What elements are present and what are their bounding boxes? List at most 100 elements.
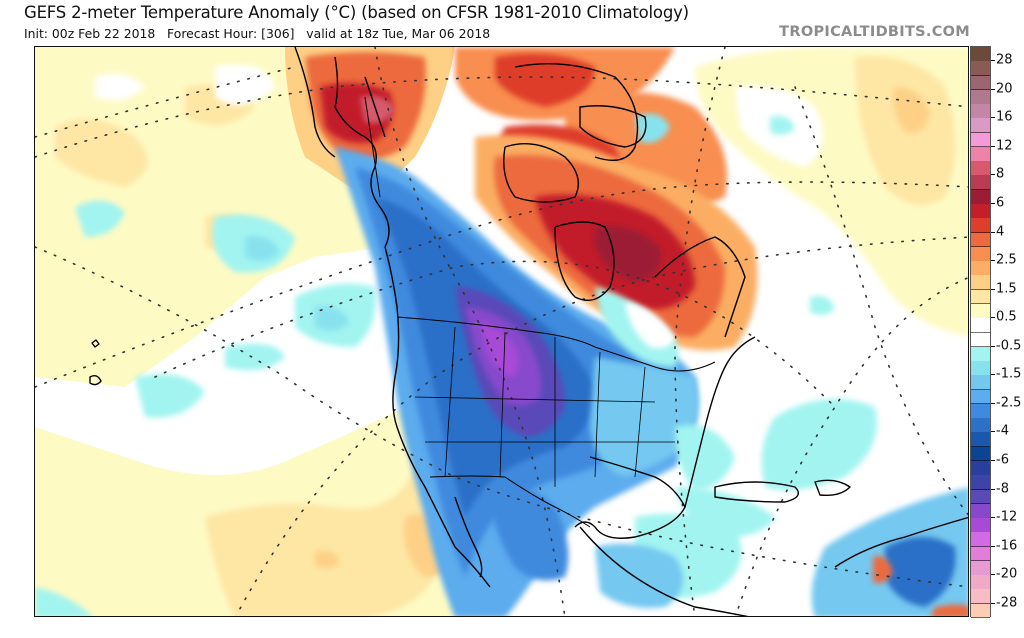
colorbar-label: -0.5 [996,338,1022,354]
anomaly-region-east-pacific-warm-3 [315,514,455,577]
colorbar-tick [991,602,995,604]
colorbar-label: 2.5 [996,252,1017,268]
colorbar-label: -8 [996,481,1009,497]
colorbar-tick [991,374,995,376]
colorbar-band [971,603,990,619]
colorbar-label: -4 [996,423,1009,439]
anomaly-region-quebec-core [595,226,661,282]
colorbar-band [971,375,990,391]
colorbar-band [971,232,990,248]
political-borders [364,96,716,528]
colorbar-band [971,118,990,134]
coastline-cuba [714,481,799,503]
coastline-baja [454,496,483,578]
colorbar-band [971,518,990,533]
border-us-mexico [429,475,591,528]
colorbar-tick [991,517,995,519]
colorbar-band [971,332,990,348]
colorbar-band [971,318,990,333]
colorbar-label: 1.5 [996,281,1017,297]
colorbar-label: 8 [996,166,1005,182]
colorbar-band [971,189,990,205]
coastline-arctic-islands [503,105,647,203]
colorbar-tick [991,431,995,433]
graticule [35,47,968,616]
colorbar-tick [991,174,995,176]
colorbar-label: 20 [996,81,1013,97]
colorbar-band [971,346,990,362]
colorbar-tick [991,574,995,576]
anomaly-region-eastern-us-cold [590,357,699,477]
colorbar-band [971,589,990,605]
colorbar-tick [991,117,995,119]
coastlines [89,47,968,616]
colorbar-band [971,432,990,448]
colorbar-tick [991,545,995,547]
graticule-lon-line [794,86,968,516]
colorbar-tick [991,317,995,319]
colorbar-band [971,75,990,91]
colorbar-band [971,289,990,305]
colorbar-band [971,132,990,148]
graticule-lon-line [734,276,968,616]
colorbar-tick [991,459,995,461]
colorbar-band [971,575,990,590]
colorbar-band [971,389,990,405]
colorbar-tick [991,260,995,262]
colorbar-band [971,532,990,548]
colorbar-label: 0.5 [996,309,1017,325]
colorbar-band [971,503,990,519]
anomaly-map-svg [35,47,968,616]
border-us-states [414,326,675,487]
anomaly-region-bering-warm-4 [360,95,395,124]
coastline-hawaii [89,339,102,386]
anomaly-region-plains-cold-center [480,322,519,377]
colorbar-band [971,104,990,119]
site-watermark: TROPICALTIDBITS.COM [779,24,970,40]
colorbar-tick [991,231,995,233]
coastline-east-us [684,336,756,508]
colorbar-label: -20 [996,566,1018,582]
colorbar-band [971,418,990,433]
colorbar-tick [991,203,995,205]
colorbar-label: 28 [996,52,1013,68]
colorbar-band [971,460,990,476]
anomaly-map [34,46,969,617]
colorbar-label: -6 [996,452,1009,468]
colorbar-tick [991,145,995,147]
colorbar-band [971,546,990,562]
colorbar [970,46,991,619]
coastline-pacific-northwest [384,246,491,588]
coastline-hudson-bay [554,221,615,301]
colorbar-band [971,489,990,505]
colorbar-label: -16 [996,538,1018,554]
colorbar-band [971,146,990,162]
colorbar-tick [991,288,995,290]
anomaly-region-pacific-warm-2 [55,84,275,251]
coastline-labrador [654,236,746,338]
colorbar-band [971,47,990,62]
anomaly-region-neutral-nw [95,64,275,105]
colorbar-band [971,560,990,576]
colorbar-band [971,475,990,491]
colorbar-band [971,61,990,77]
colorbar-label: -2.5 [996,395,1022,411]
colorbar-label: -12 [996,509,1018,525]
colorbar-label: 16 [996,109,1013,125]
border-alaska-canada [364,96,381,198]
anomaly-region-gulf-cool [675,399,877,492]
colorbar-band [971,446,990,462]
colorbar-tick [991,488,995,490]
anomaly-region-east-pacific-warm-2 [205,467,445,616]
colorbar-label: -1.5 [996,366,1022,382]
colorbar-band [971,275,990,291]
coastline-central-america [579,526,749,616]
anomaly-region-south-america-warm [873,556,968,616]
chart-subtitle: Init: 00z Feb 22 2018 Forecast Hour: [30… [24,26,491,41]
colorbar-band [971,361,990,376]
colorbar-band [971,246,990,262]
colorbar-band [971,303,990,319]
colorbar-band [971,218,990,234]
colorbar-label: 6 [996,195,1005,211]
graticule-lon-line [374,47,566,616]
